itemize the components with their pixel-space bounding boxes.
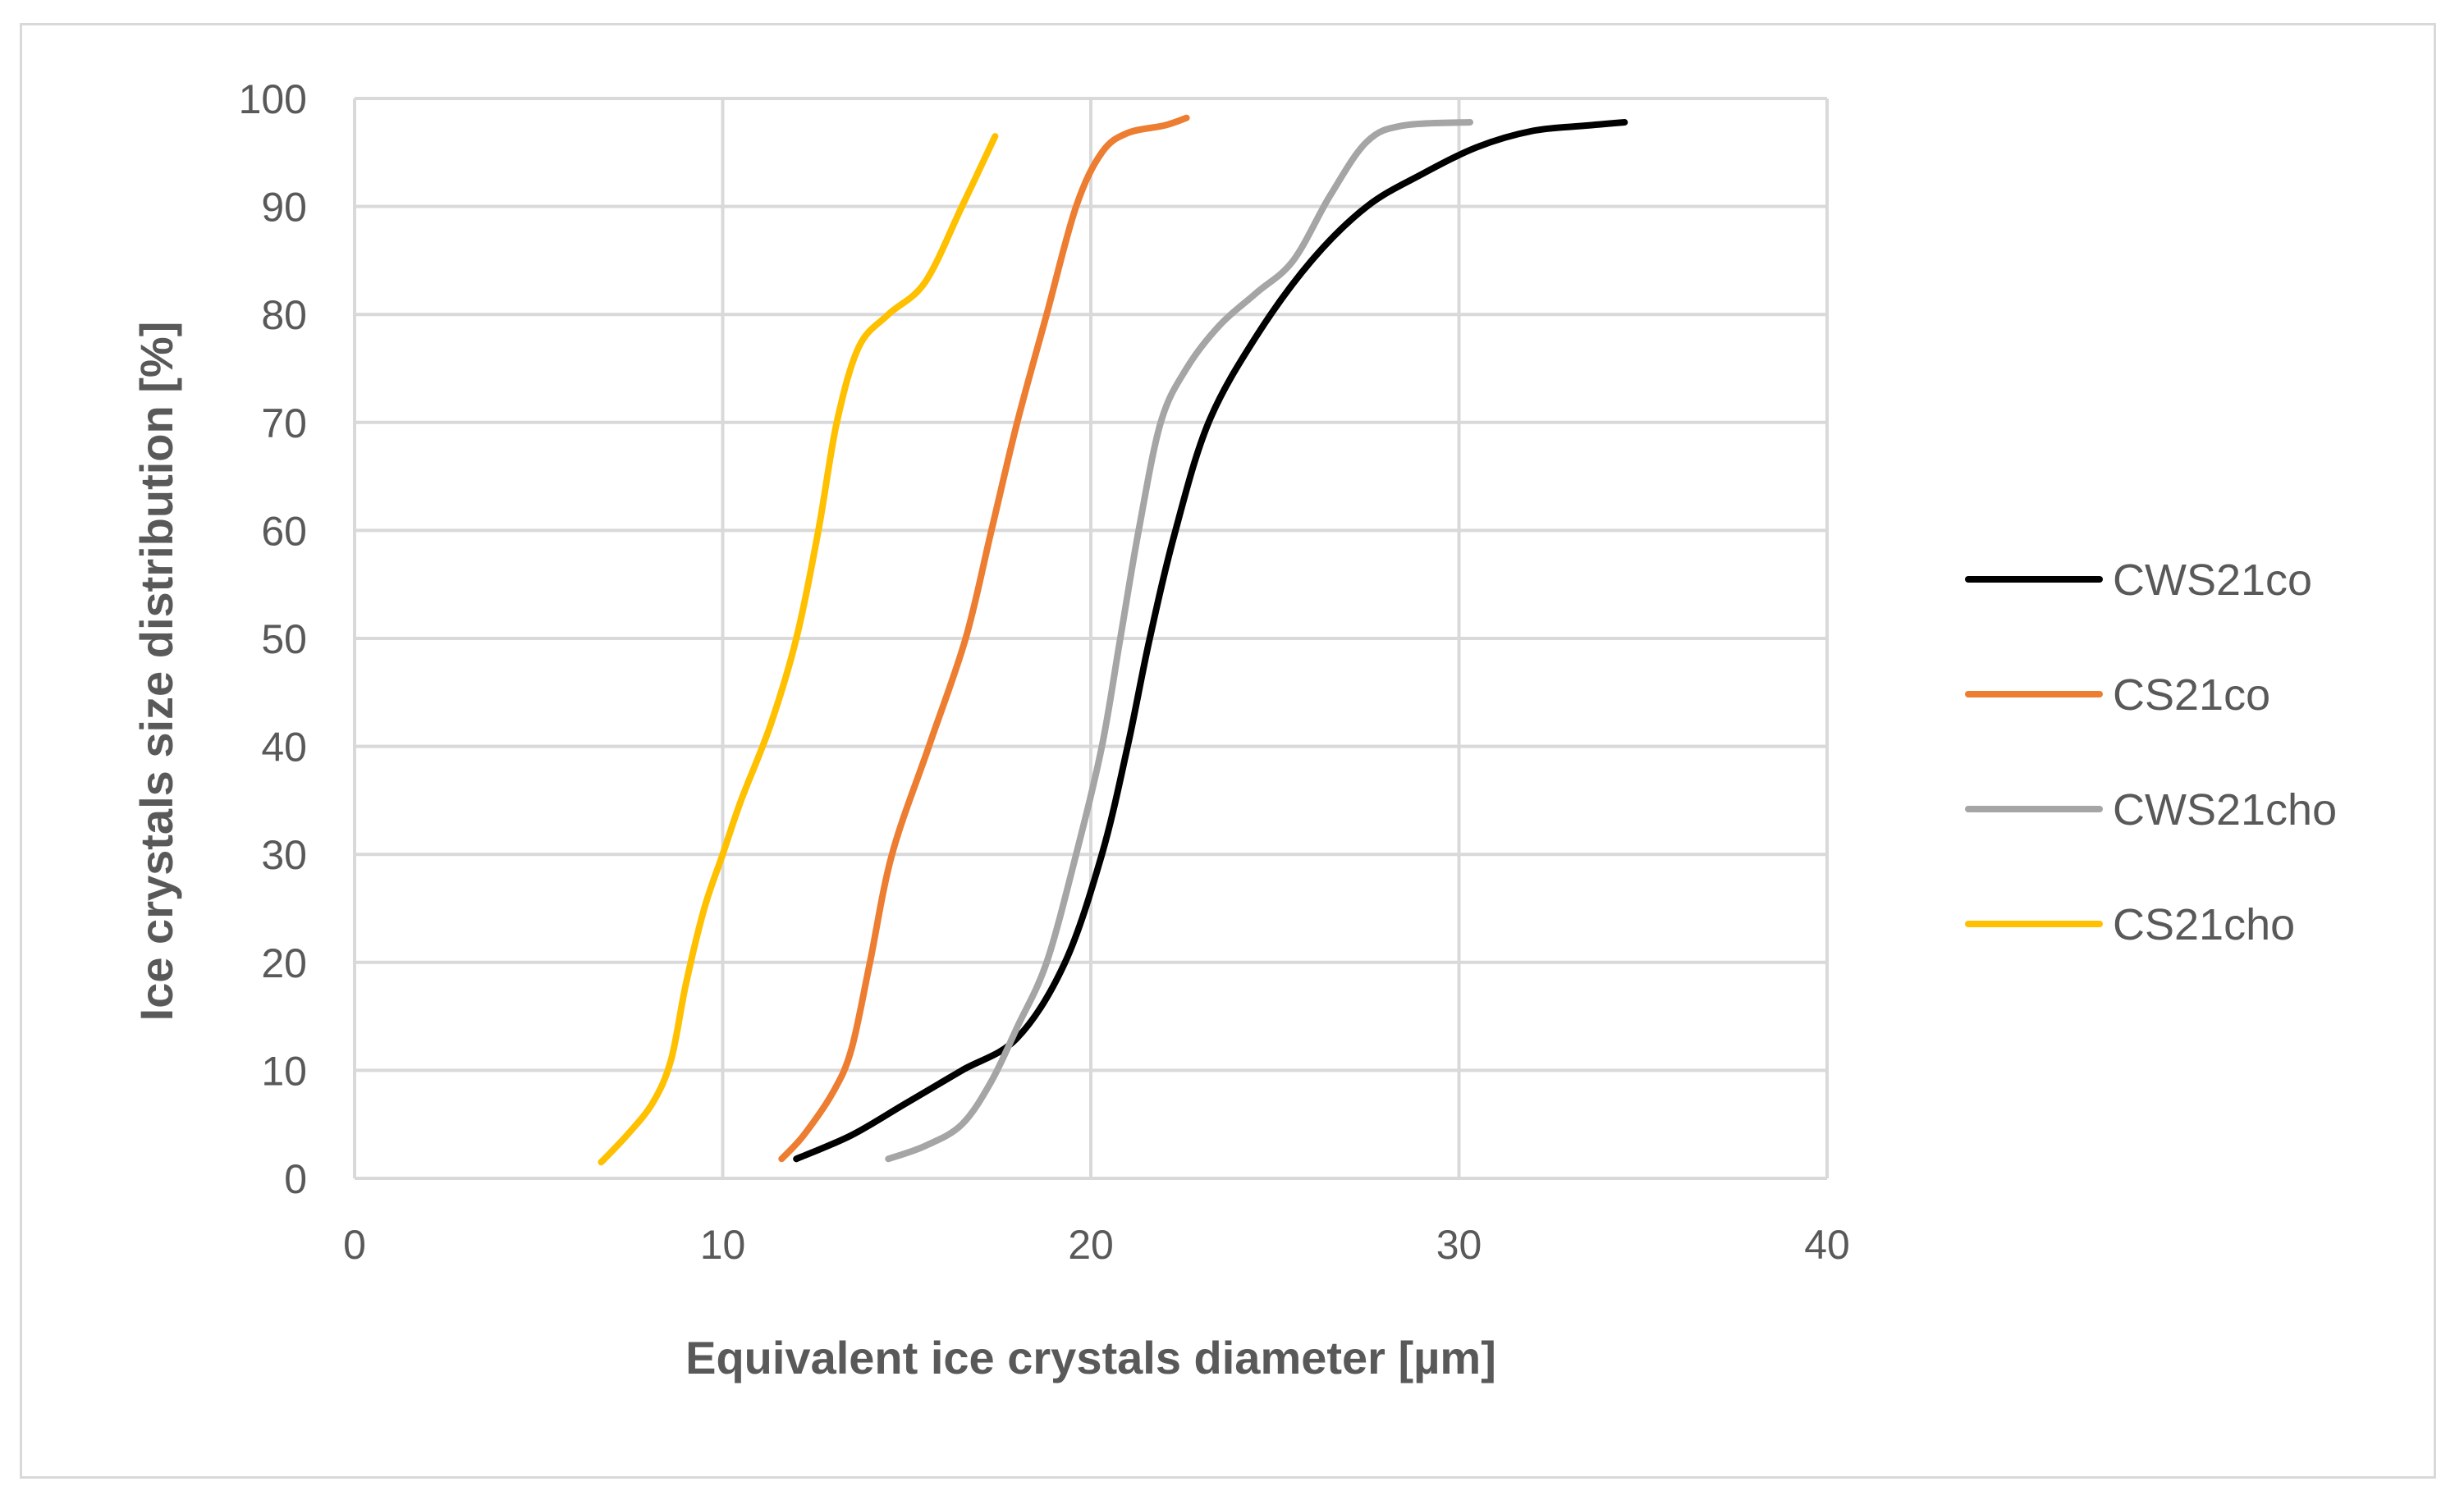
series-line-cs21cho [598,133,999,1166]
y-tick-label: 10 [261,1048,307,1094]
y-tick-label: 80 [261,292,307,338]
x-tick-label: 0 [343,1222,366,1268]
y-tick-label: 0 [284,1156,307,1202]
y-tick-label: 40 [261,725,307,771]
grid-lines [355,97,1829,1178]
series-line-cs21co [778,114,1190,1163]
series-line-cws21cho [885,119,1473,1163]
series-line-cws21co [793,119,1628,1163]
y-tick-label: 100 [239,76,307,122]
x-axis-title: Equivalent ice crystals diameter [µm] [685,1332,1496,1383]
series-layer [598,114,1628,1166]
y-tick-label: 50 [261,616,307,662]
legend: CWS21co CS21co CWS21cho CS21cho [1965,556,2337,949]
axes [353,98,1827,1180]
y-tick-label: 60 [261,508,307,554]
legend-label-cs21co: CS21co [2113,670,2270,720]
legend-label-cs21cho: CS21cho [2113,900,2295,949]
y-tick-label: 30 [261,832,307,878]
legend-label-cws21cho: CWS21cho [2113,785,2337,835]
y-tick-label: 70 [261,400,307,446]
x-tick-label: 40 [1804,1222,1850,1268]
chart-frame [20,23,2436,1479]
legend-label-cws21co: CWS21co [2113,556,2312,605]
x-tick-label: 10 [700,1222,746,1268]
y-axis-title: Ice crystals size distribution [%] [131,322,182,1022]
x-tick-label: 20 [1068,1222,1114,1268]
tick-labels: 0 10 20 30 40 50 60 70 80 90 100 0 10 20 30 40 [239,76,1850,1268]
y-tick-label: 90 [261,185,307,231]
y-tick-label: 20 [261,940,307,986]
x-tick-label: 30 [1436,1222,1482,1268]
